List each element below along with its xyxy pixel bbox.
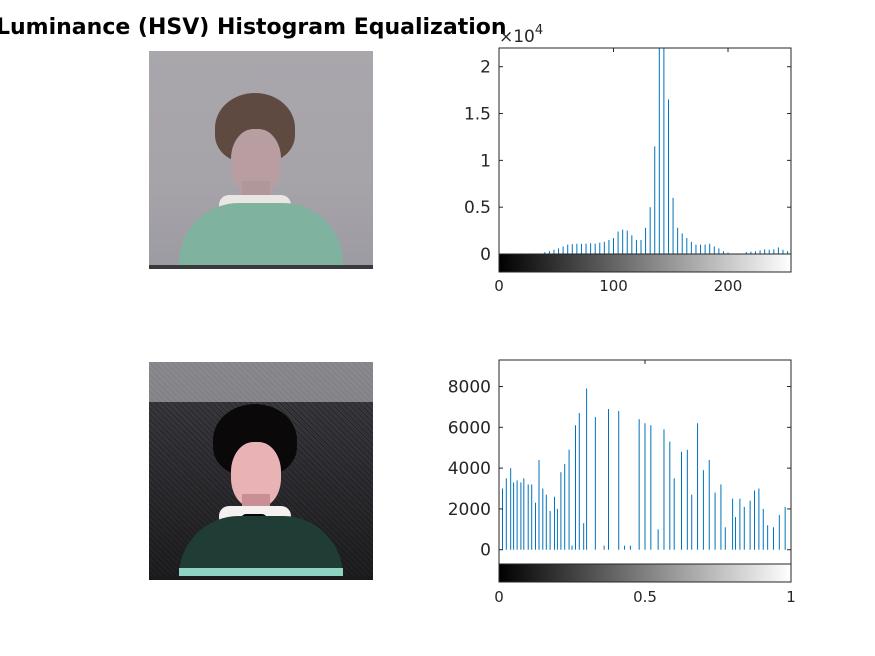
original-image — [149, 51, 373, 269]
y-tick-label: 4000 — [448, 459, 491, 479]
y-tick-label: 0.5 — [464, 198, 491, 218]
y-tick-label: 8000 — [448, 378, 491, 398]
histogram-original-xticks: 0 100 200 — [494, 48, 742, 295]
histogram-equalized-xticks: 0 0.5 1 — [494, 360, 796, 606]
x-tick-label: 0.5 — [633, 588, 657, 606]
background-top-highlight — [149, 362, 373, 402]
histogram-original-yticks: 0 0.5 1 1.5 2 — [464, 58, 791, 265]
y-tick-label: 1 — [480, 151, 491, 171]
x-tick-label: 200 — [714, 277, 743, 295]
y-tick-label: 2000 — [448, 500, 491, 520]
figure-title: Luminance (HSV) Histogram Equalization — [0, 15, 507, 40]
photo-bottom-line — [149, 576, 373, 580]
histogram-equalized-yticks: 0 2000 4000 6000 8000 — [448, 378, 791, 561]
x-tick-label: 0 — [494, 588, 504, 606]
histogram-equalized-stems — [498, 388, 792, 550]
histogram-original-colorbar — [498, 253, 792, 273]
equalized-image — [149, 362, 373, 580]
dress-hem — [179, 568, 343, 578]
x-tick-label: 0 — [494, 277, 504, 295]
histogram-equalized-colorbar — [498, 563, 792, 583]
histogram-original-axes-box — [498, 47, 792, 273]
dress — [179, 203, 343, 269]
x-tick-label: 1 — [786, 588, 796, 606]
y-tick-label: 0 — [480, 541, 491, 561]
exponent-label: ×104 — [499, 23, 543, 47]
y-tick-label: 2 — [480, 58, 491, 78]
x-tick-label: 100 — [599, 277, 628, 295]
y-tick-label: 1.5 — [464, 105, 491, 125]
y-tick-label: 6000 — [448, 418, 491, 438]
histogram-original-stems — [544, 48, 792, 254]
histogram-original-chart: 0 0.5 1 1.5 2 0 100 200 ×104 — [464, 23, 792, 295]
y-tick-label: 0 — [480, 245, 491, 265]
photo-bottom-line — [149, 265, 373, 269]
